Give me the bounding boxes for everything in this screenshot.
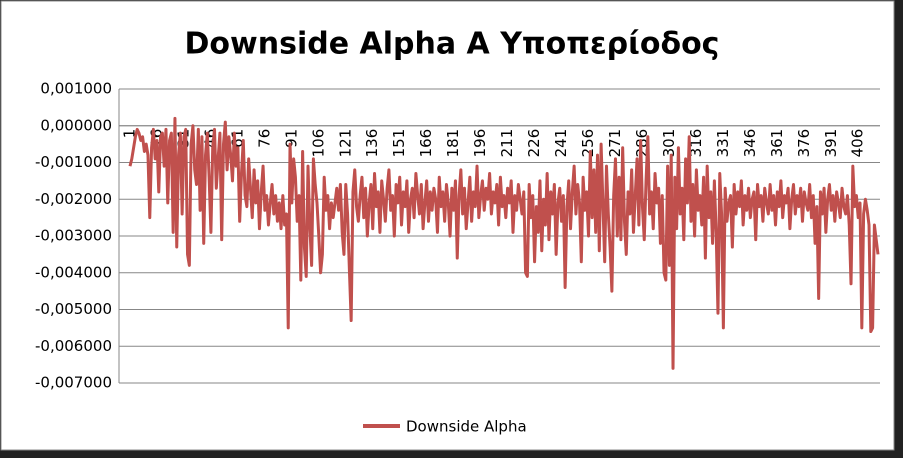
x-tick-label: 91: [282, 129, 300, 148]
y-tick-label: 0,001000: [40, 80, 112, 98]
x-tick-label: 256: [579, 129, 597, 158]
x-tick-label: 391: [822, 129, 840, 158]
y-tick-label: -0,003000: [35, 227, 112, 245]
x-tick-label: 1: [121, 129, 139, 139]
y-tick-label: -0,004000: [35, 263, 112, 281]
y-tick-label: -0,005000: [35, 300, 112, 318]
x-tick-label: 196: [471, 129, 489, 158]
x-tick-label: 316: [687, 129, 705, 158]
x-tick-label: 361: [768, 129, 786, 158]
x-tick-label: 271: [606, 129, 624, 158]
x-tick-label: 406: [849, 129, 867, 158]
x-tick-label: 46: [201, 129, 219, 148]
x-tick-label: 121: [336, 129, 354, 158]
x-tick-label: 106: [309, 129, 327, 158]
x-tick-label: 376: [795, 129, 813, 158]
y-tick-label: 0,000000: [40, 116, 112, 134]
chart-background: [0, 0, 895, 451]
data-line: [128, 116, 880, 370]
y-tick-label: -0,007000: [35, 374, 112, 392]
x-tick-label: 211: [498, 129, 516, 158]
y-tick-label: -0,002000: [35, 190, 112, 208]
y-tick-label: -0,006000: [35, 337, 112, 355]
x-tick-label: 241: [552, 129, 570, 158]
x-tick-label: 331: [714, 129, 732, 158]
x-tick-label: 136: [363, 129, 381, 158]
x-tick-label: 181: [444, 129, 462, 158]
x-tick-label: 226: [525, 129, 543, 158]
x-tick-label: 166: [417, 129, 435, 158]
chart-title: Downside Alpha A Υποπερίοδος: [185, 27, 720, 62]
legend-label: Downside Alpha: [406, 418, 527, 436]
x-tick-label: 76: [255, 129, 273, 148]
x-tick-label: 151: [390, 129, 408, 158]
x-tick-label: 301: [660, 129, 678, 158]
x-tick-label: 346: [741, 129, 759, 158]
y-tick-label: -0,001000: [35, 153, 112, 171]
